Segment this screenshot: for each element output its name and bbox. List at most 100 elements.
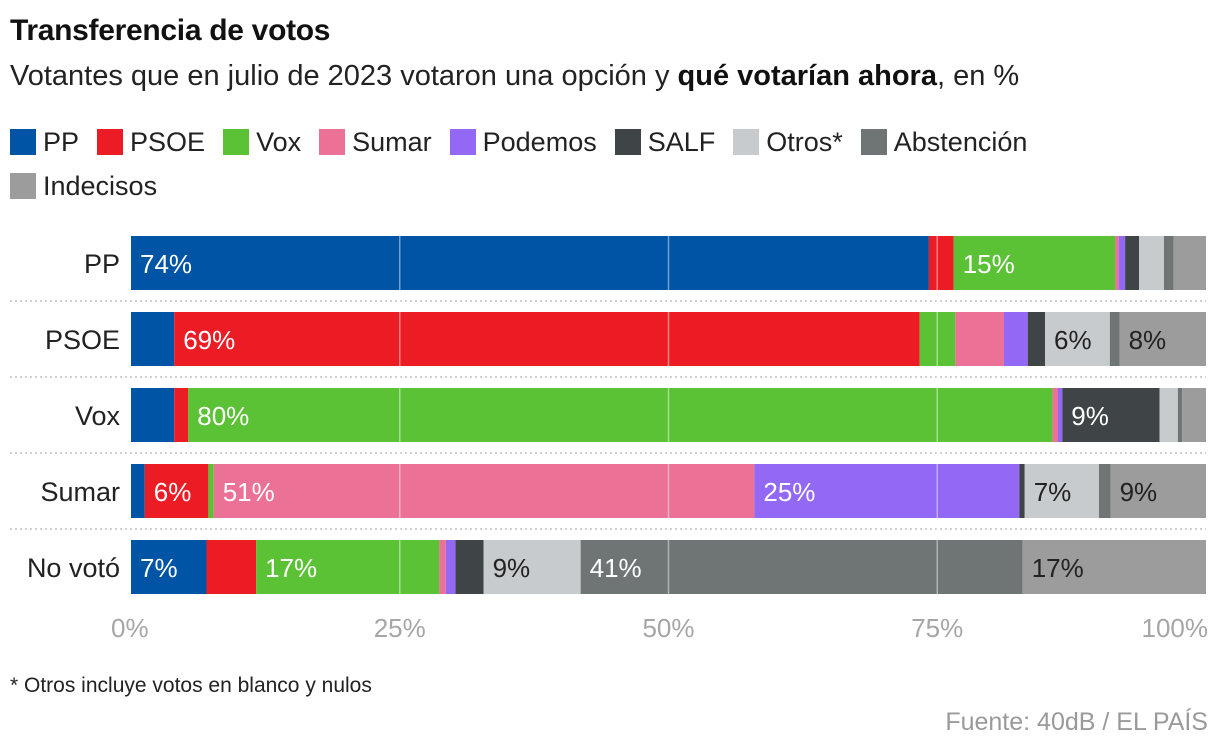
data-label: 9% [1120,477,1158,507]
bar-segment [1024,464,1099,518]
bar-segment [1173,236,1206,290]
bar-segment [1019,464,1025,518]
bar-segment [955,312,1004,366]
bar-segment [131,312,175,366]
data-label: 6% [1054,325,1092,355]
bar-segment [1115,236,1119,290]
bar-segment [1182,388,1206,442]
legend-label: PP [43,126,80,157]
data-label: 41% [590,553,642,583]
legend-swatch [97,129,124,155]
legend-label: Vox [256,126,302,157]
legend-swatch [449,129,476,155]
x-tick-label: 75% [911,613,963,643]
bar-segment [1163,236,1174,290]
legend-label: Podemos [482,126,597,157]
subtitle-text: Votantes que en julio de 2023 votaron un… [10,60,678,92]
legend-swatch [319,129,346,155]
data-label: 17% [265,553,317,583]
chart-legend: PP PSOE Vox Sumar Podemos SALF Otros* Abstenció… [10,126,1160,202]
legend-label: Indecisos [43,170,158,201]
legend-item: Indecisos [10,170,157,202]
data-label: 7% [1034,477,1072,507]
bar-segment [131,236,929,290]
bar-segment [1045,312,1110,366]
chart-title: Transferencia de votos [10,14,331,47]
data-label: 8% [1129,325,1167,355]
legend-label: SALF [647,126,716,157]
bar-segment [1057,388,1063,442]
bar-segment [919,312,956,366]
subtitle-emphasis: qué votarían ahora [677,60,937,92]
data-label: 51% [223,477,275,507]
data-label: 69% [183,325,235,355]
footnote: * Otros incluye votos en blanco y nulos [10,674,372,697]
bar-segment [953,236,1116,290]
bar-segment [144,464,209,518]
bar-segment [1110,464,1206,518]
legend-item: Otros* [733,126,843,158]
stacked-bar-chart: PP PSOE Vox Sumar No votó 74% 15% 69% 6% 8% 80% 9% 6… [10,236,1209,643]
source-credit: Fuente: 40dB / EL PAÍS [945,708,1208,736]
row-label: PP [84,249,120,279]
x-tick-label: 0% [111,613,149,643]
bar-segment [188,388,1053,442]
bar-segment [445,540,456,594]
bar-segment [1118,236,1126,290]
row-label: PSOE [45,325,120,355]
legend-item: PSOE [97,126,205,158]
bar-segment [174,388,189,442]
bar-segment [1109,312,1120,366]
data-label: 9% [1071,401,1109,431]
legend-swatch [223,129,250,155]
legend-item: Sumar [319,126,432,158]
data-label: 74% [140,249,192,279]
x-tick-label: 100% [1142,613,1209,643]
data-label: 15% [963,249,1015,279]
bar-segment [754,464,1020,518]
data-label: 7% [140,553,178,583]
legend-item: Abstención [860,126,1028,158]
legend-label: PSOE [130,126,206,157]
bar-segment [1062,388,1160,442]
legend-item: PP [10,126,79,158]
bar-segment [131,464,145,518]
bar-segment [455,540,484,594]
x-tick-label: 50% [642,613,694,643]
bar-segment [580,540,1023,594]
data-label: 25% [763,477,815,507]
bar-segment [131,388,175,442]
bar-segment [131,540,207,594]
data-label: 9% [493,553,531,583]
chart-subtitle: Votantes que en julio de 2023 votaron un… [10,60,1019,93]
bar-segment [213,464,755,518]
data-label: 6% [154,477,192,507]
row-label: Vox [75,401,121,431]
bar-segment [1139,236,1164,290]
bar-segment [208,464,214,518]
subtitle-suffix: , en % [936,60,1020,92]
row-label: No votó [27,553,120,583]
legend-swatch [10,173,36,199]
legend-label: Sumar [352,126,432,157]
legend-swatch [614,129,641,155]
data-label: 17% [1032,553,1084,583]
bar-segment [483,540,581,594]
bar-segment [1052,388,1058,442]
bar-segment [1159,388,1178,442]
bar-segment [256,540,440,594]
bar-segment [1022,540,1206,594]
bar-segment [1098,464,1111,518]
legend-label: Abstención [893,126,1028,157]
x-tick-label: 25% [374,613,426,643]
bar-segment [1125,236,1140,290]
bar-segment [206,540,257,594]
bar-segment [1177,388,1183,442]
legend-swatch [10,129,36,155]
row-label: Sumar [40,477,120,507]
bar-segment [1027,312,1046,366]
bar-segment [439,540,446,594]
data-label: 80% [197,401,249,431]
legend-item: Vox [223,126,301,158]
legend-item: SALF [614,126,716,158]
